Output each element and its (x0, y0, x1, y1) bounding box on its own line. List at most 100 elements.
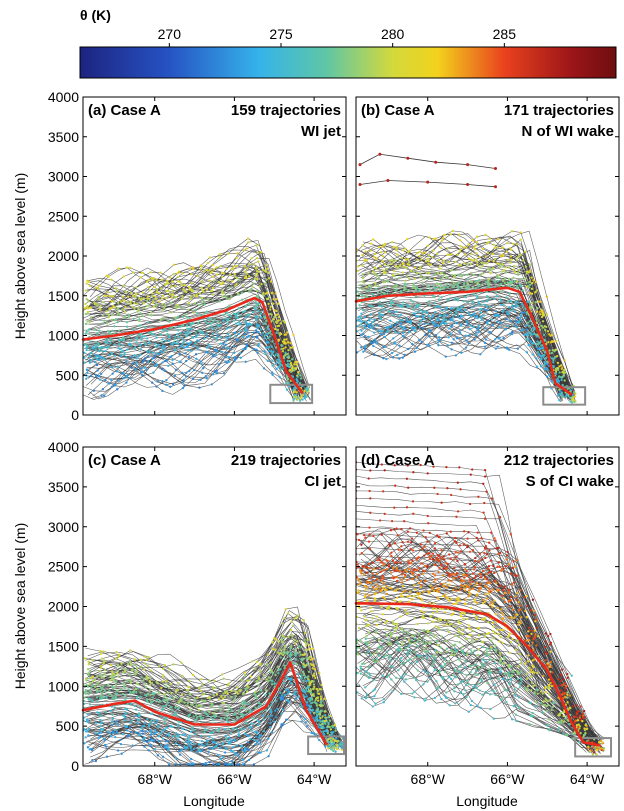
trajectory-point (374, 628, 378, 632)
trajectory-point (417, 305, 420, 308)
trajectory-point (508, 348, 511, 351)
trajectory-point (286, 341, 289, 344)
trajectory-line (362, 255, 568, 393)
trajectory-point (528, 635, 531, 638)
trajectory-point (484, 547, 488, 550)
trajectory-point (201, 280, 204, 283)
trajectory-point (279, 368, 282, 371)
trajectory-point (177, 315, 180, 318)
trajectory-point (479, 316, 482, 319)
trajectory-point (114, 287, 117, 290)
trajectory-point (195, 357, 198, 360)
trajectory-point (318, 723, 321, 726)
trajectory-point (174, 691, 178, 694)
trajectory-point (220, 283, 223, 286)
trajectory-point (231, 280, 234, 283)
trajectory-point (393, 269, 396, 273)
trajectory-point (188, 343, 191, 346)
trajectory-point (452, 282, 455, 285)
trajectory-point (302, 670, 305, 674)
trajectory-point (174, 305, 177, 308)
trajectory-point (393, 327, 396, 331)
trajectory-point (418, 566, 421, 570)
trajectory-point (432, 661, 435, 664)
trajectory-point (434, 617, 437, 620)
trajectory-point (200, 704, 203, 707)
trajectory-point (375, 623, 379, 627)
trajectory-point (161, 347, 164, 350)
trajectory-point (98, 349, 101, 353)
trajectory-point (135, 341, 138, 344)
trajectory-point (439, 286, 442, 289)
trajectory-point (336, 740, 339, 743)
trajectory-point (526, 331, 530, 334)
trajectory-point (154, 333, 157, 337)
trajectory-point (226, 322, 229, 325)
trajectory-point (134, 687, 138, 691)
trajectory-point (153, 728, 157, 732)
trajectory-point (531, 353, 534, 356)
trajectory-point (284, 658, 287, 661)
trajectory-point (177, 733, 180, 736)
trajectory-point (242, 347, 245, 351)
trajectory-point (246, 684, 249, 687)
trajectory-point (176, 303, 179, 307)
trajectory-point (181, 381, 184, 384)
trajectory-point (209, 716, 213, 719)
trajectory-point (326, 739, 329, 742)
trajectory-point (514, 305, 518, 309)
trajectory-point (300, 395, 303, 398)
trajectory-point (195, 718, 198, 721)
trajectory-point (405, 319, 408, 323)
trajectory-point (398, 357, 401, 360)
trajectory-point (191, 726, 194, 730)
trajectory-point (440, 675, 444, 679)
trajectory-point (149, 743, 152, 746)
panel-label-c: (c) Case A (88, 452, 161, 469)
trajectory-point (369, 326, 372, 330)
trajectory-point (145, 740, 148, 743)
trajectory-point (414, 312, 417, 315)
trajectory-point (329, 740, 333, 743)
trajectory-point (233, 319, 236, 322)
trajectory-point (186, 741, 189, 744)
trajectory-point (438, 313, 441, 317)
trajectory-point (375, 257, 378, 260)
trajectory-point (509, 255, 513, 258)
trajectory-point (100, 664, 103, 668)
trajectory-point (138, 714, 141, 717)
trajectory-point (404, 258, 408, 261)
trajectory-point (364, 686, 367, 689)
trajectory-point (228, 273, 232, 276)
trajectory-point (242, 310, 245, 313)
trajectory-point (453, 686, 456, 690)
trajectory-point (171, 735, 175, 738)
trajectory-point (113, 707, 116, 710)
trajectory-point (260, 283, 263, 286)
trajectory-point (125, 266, 129, 269)
trajectory-point (206, 261, 209, 265)
trajectory-point (510, 230, 514, 233)
trajectory-point (279, 691, 282, 695)
trajectory-point (146, 355, 150, 358)
trajectory-point (265, 347, 268, 350)
trajectory-point (369, 286, 373, 290)
trajectory-point (279, 322, 282, 325)
trajectory-point (274, 648, 277, 651)
trajectory-point (326, 725, 329, 728)
colorbar-label: θ (K) (80, 7, 111, 23)
trajectory-point (91, 347, 94, 350)
trajectory-point (297, 372, 300, 376)
trajectory-point (479, 706, 482, 710)
trajectory-point (460, 351, 463, 354)
trajectory-point (146, 350, 149, 353)
trajectory-point (117, 329, 121, 332)
trajectory-point (208, 679, 211, 682)
trajectory-point (239, 314, 242, 317)
trajectory-point (415, 531, 419, 534)
trajectory-point (398, 344, 401, 347)
trajectory-point (100, 727, 103, 731)
trajectory-line (356, 469, 543, 712)
trajectory-point (155, 288, 159, 291)
trajectory-point (405, 612, 408, 615)
